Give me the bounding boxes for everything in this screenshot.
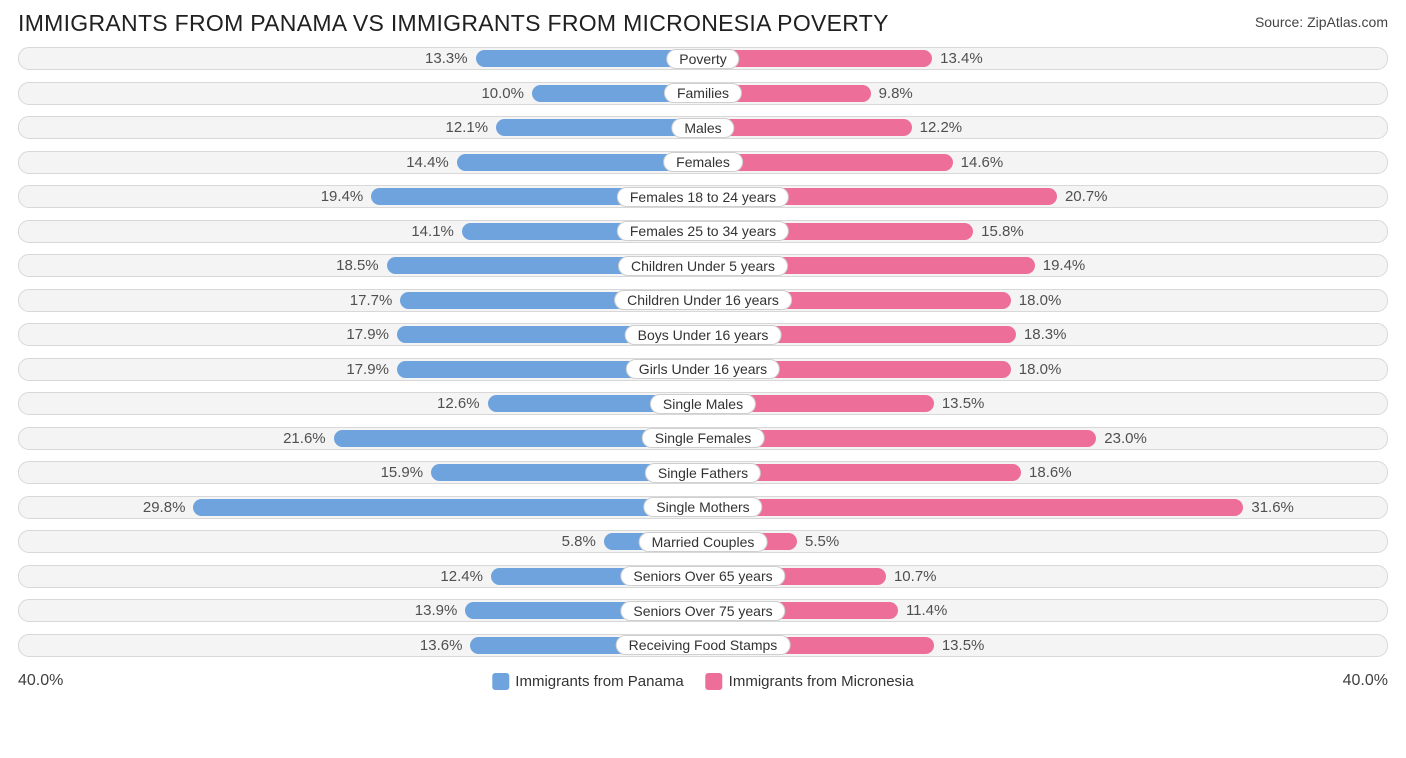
category-label: Families bbox=[664, 83, 742, 103]
category-label: Children Under 5 years bbox=[618, 256, 788, 276]
value-label-panama: 15.9% bbox=[381, 462, 424, 483]
value-label-panama: 17.9% bbox=[346, 324, 389, 345]
value-label-micronesia: 18.0% bbox=[1019, 290, 1062, 311]
bar-micronesia bbox=[703, 499, 1243, 516]
value-label-panama: 14.4% bbox=[406, 152, 449, 173]
source-attribution: Source: ZipAtlas.com bbox=[1255, 10, 1388, 30]
category-label: Poverty bbox=[666, 49, 739, 69]
category-label: Seniors Over 65 years bbox=[620, 566, 785, 586]
category-label: Males bbox=[671, 118, 734, 138]
value-label-panama: 29.8% bbox=[143, 497, 186, 518]
chart-row: 10.0% 9.8% Families bbox=[18, 82, 1388, 105]
value-label-panama: 12.1% bbox=[446, 117, 489, 138]
category-label: Single Fathers bbox=[645, 463, 761, 483]
value-label-panama: 17.9% bbox=[346, 359, 389, 380]
value-label-micronesia: 11.4% bbox=[906, 600, 947, 621]
value-label-panama: 18.5% bbox=[336, 255, 379, 276]
chart-footer: 40.0% Immigrants from Panama Immigrants … bbox=[0, 668, 1406, 690]
value-label-panama: 13.6% bbox=[420, 635, 463, 656]
category-label: Married Couples bbox=[639, 532, 768, 552]
category-label: Girls Under 16 years bbox=[626, 359, 780, 379]
value-label-micronesia: 15.8% bbox=[981, 221, 1024, 242]
value-label-micronesia: 10.7% bbox=[894, 566, 937, 587]
legend: Immigrants from Panama Immigrants from M… bbox=[492, 673, 913, 690]
chart-row: 18.5% 19.4% Children Under 5 years bbox=[18, 254, 1388, 277]
value-label-micronesia: 31.6% bbox=[1251, 497, 1294, 518]
value-label-panama: 5.8% bbox=[562, 531, 596, 552]
chart-row: 19.4% 20.7% Females 18 to 24 years bbox=[18, 185, 1388, 208]
chart-row: 12.4% 10.7% Seniors Over 65 years bbox=[18, 565, 1388, 588]
chart-row: 21.6% 23.0% Single Females bbox=[18, 427, 1388, 450]
category-label: Single Females bbox=[642, 428, 765, 448]
chart-title: IMMIGRANTS FROM PANAMA VS IMMIGRANTS FRO… bbox=[18, 10, 889, 37]
value-label-panama: 13.3% bbox=[425, 48, 468, 69]
chart-row: 13.9% 11.4% Seniors Over 75 years bbox=[18, 599, 1388, 622]
legend-swatch-panama bbox=[492, 673, 509, 690]
value-label-micronesia: 18.6% bbox=[1029, 462, 1072, 483]
value-label-micronesia: 13.5% bbox=[942, 393, 985, 414]
legend-label-micronesia: Immigrants from Micronesia bbox=[729, 673, 914, 690]
category-label: Single Males bbox=[650, 394, 756, 414]
value-label-panama: 17.7% bbox=[350, 290, 393, 311]
chart-row: 5.8% 5.5% Married Couples bbox=[18, 530, 1388, 553]
chart-row: 13.3% 13.4% Poverty bbox=[18, 47, 1388, 70]
legend-item-micronesia: Immigrants from Micronesia bbox=[706, 673, 914, 690]
value-label-panama: 12.6% bbox=[437, 393, 480, 414]
value-label-micronesia: 14.6% bbox=[961, 152, 1004, 173]
value-label-micronesia: 12.2% bbox=[920, 117, 963, 138]
chart-row: 13.6% 13.5% Receiving Food Stamps bbox=[18, 634, 1388, 657]
value-label-micronesia: 18.3% bbox=[1024, 324, 1067, 345]
value-label-micronesia: 13.4% bbox=[940, 48, 983, 69]
category-label: Receiving Food Stamps bbox=[616, 635, 791, 655]
value-label-panama: 19.4% bbox=[321, 186, 364, 207]
chart-row: 17.9% 18.0% Girls Under 16 years bbox=[18, 358, 1388, 381]
category-label: Seniors Over 75 years bbox=[620, 601, 785, 621]
chart-row: 14.1% 15.8% Females 25 to 34 years bbox=[18, 220, 1388, 243]
category-label: Children Under 16 years bbox=[614, 290, 792, 310]
value-label-micronesia: 23.0% bbox=[1104, 428, 1147, 449]
value-label-micronesia: 5.5% bbox=[805, 531, 839, 552]
chart-row: 12.6% 13.5% Single Males bbox=[18, 392, 1388, 415]
value-label-panama: 14.1% bbox=[411, 221, 454, 242]
chart-area: 13.3%13.4%Poverty10.0%9.8%Families12.1%1… bbox=[0, 43, 1406, 657]
value-label-panama: 21.6% bbox=[283, 428, 326, 449]
chart-row: 29.8% 31.6% Single Mothers bbox=[18, 496, 1388, 519]
value-label-panama: 10.0% bbox=[481, 83, 524, 104]
legend-label-panama: Immigrants from Panama bbox=[515, 673, 683, 690]
chart-row: 15.9% 18.6% Single Fathers bbox=[18, 461, 1388, 484]
value-label-micronesia: 9.8% bbox=[879, 83, 913, 104]
category-label: Single Mothers bbox=[643, 497, 762, 517]
value-label-panama: 13.9% bbox=[415, 600, 458, 621]
category-label: Boys Under 16 years bbox=[625, 325, 782, 345]
axis-max-left: 40.0% bbox=[18, 672, 63, 690]
value-label-micronesia: 19.4% bbox=[1043, 255, 1086, 276]
value-label-panama: 12.4% bbox=[440, 566, 483, 587]
value-label-micronesia: 20.7% bbox=[1065, 186, 1108, 207]
chart-row: 17.7% 18.0% Children Under 16 years bbox=[18, 289, 1388, 312]
axis-max-right: 40.0% bbox=[1343, 672, 1388, 690]
category-label: Females bbox=[663, 152, 743, 172]
chart-row: 14.4% 14.6% Females bbox=[18, 151, 1388, 174]
bar-panama bbox=[193, 499, 703, 516]
value-label-micronesia: 13.5% bbox=[942, 635, 985, 656]
category-label: Females 25 to 34 years bbox=[617, 221, 789, 241]
category-label: Females 18 to 24 years bbox=[617, 187, 789, 207]
value-label-micronesia: 18.0% bbox=[1019, 359, 1062, 380]
legend-item-panama: Immigrants from Panama bbox=[492, 673, 683, 690]
chart-row: 17.9% 18.3% Boys Under 16 years bbox=[18, 323, 1388, 346]
legend-swatch-micronesia bbox=[706, 673, 723, 690]
chart-row: 12.1% 12.2% Males bbox=[18, 116, 1388, 139]
